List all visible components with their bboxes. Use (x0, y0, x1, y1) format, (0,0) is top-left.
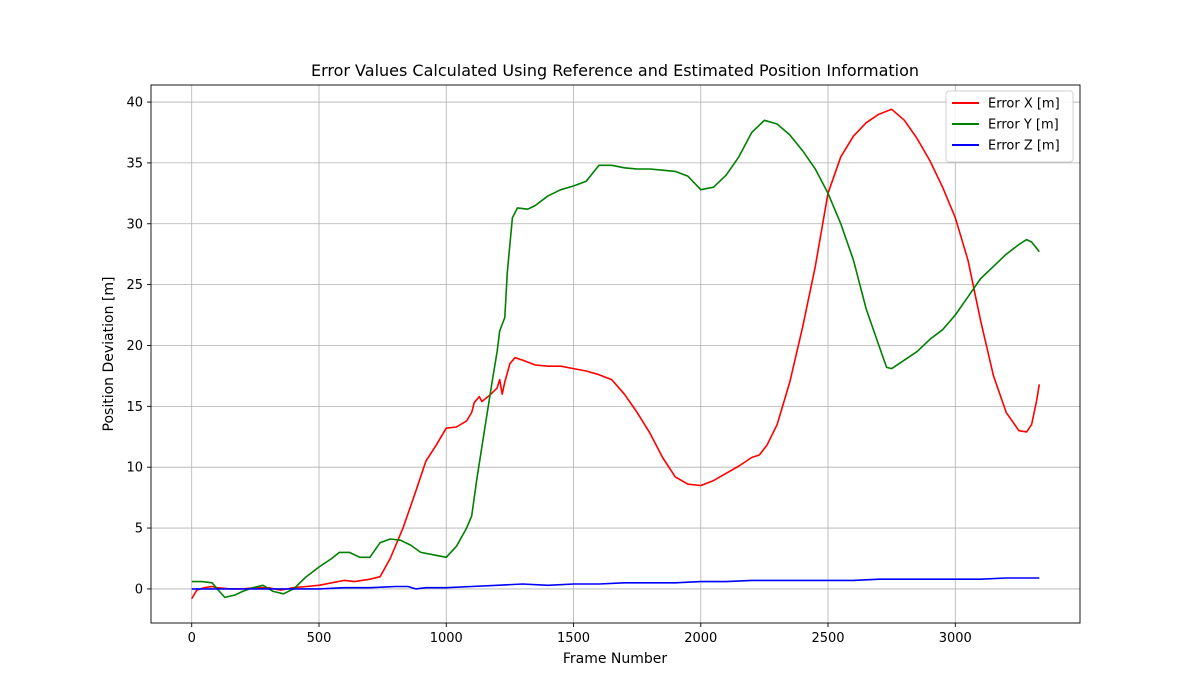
x-tick-label: 3000 (939, 631, 972, 646)
y-tick-label: 15 (126, 400, 143, 415)
x-tick-label: 2000 (684, 631, 717, 646)
y-tick-label: 40 (126, 96, 143, 111)
plot-area: 0 500 1000 1500 2000 2500 3000 0 5 10 15 20 25 30 35 40 (126, 84, 1081, 646)
x-tick-label: 0 (188, 631, 196, 646)
y-tick-label: 30 (126, 217, 143, 232)
y-tick-label: 5 (135, 522, 143, 537)
y-tick-label: 0 (135, 582, 143, 597)
axes-frame (150, 84, 1081, 624)
y-axis-label: Position Deviation [m] (101, 277, 117, 432)
series-line-2 (191, 119, 1040, 599)
series-line-3 (191, 577, 1040, 590)
legend-label-2: Error Y [m] (988, 118, 1059, 133)
y-tick-label: 10 (126, 461, 143, 476)
y-tick-label: 20 (126, 339, 143, 354)
chart-title: Error Values Calculated Using Reference … (311, 61, 919, 80)
series-line-1 (191, 108, 1041, 600)
x-tick-label: 1000 (430, 631, 463, 646)
legend-label-1: Error X [m] (988, 97, 1060, 112)
x-axis-label: Frame Number (563, 651, 668, 667)
y-tick-label: 35 (126, 156, 143, 171)
legend: Error X [m] Error Y [m] Error Z [m] (945, 90, 1074, 163)
y-tick-label: 25 (126, 278, 143, 293)
legend-label-3: Error Z [m] (988, 139, 1060, 154)
x-tick-label: 1500 (557, 631, 590, 646)
x-tick-label: 500 (307, 631, 332, 646)
x-tick-label: 2500 (811, 631, 844, 646)
